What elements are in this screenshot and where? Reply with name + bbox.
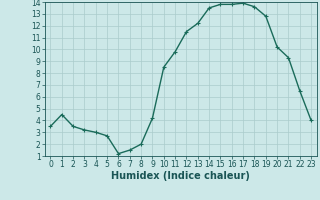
X-axis label: Humidex (Indice chaleur): Humidex (Indice chaleur): [111, 171, 250, 181]
